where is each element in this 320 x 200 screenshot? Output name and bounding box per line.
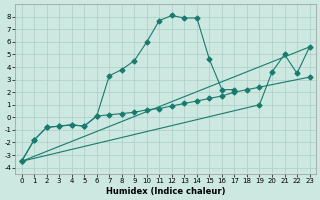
X-axis label: Humidex (Indice chaleur): Humidex (Indice chaleur) [106, 187, 225, 196]
